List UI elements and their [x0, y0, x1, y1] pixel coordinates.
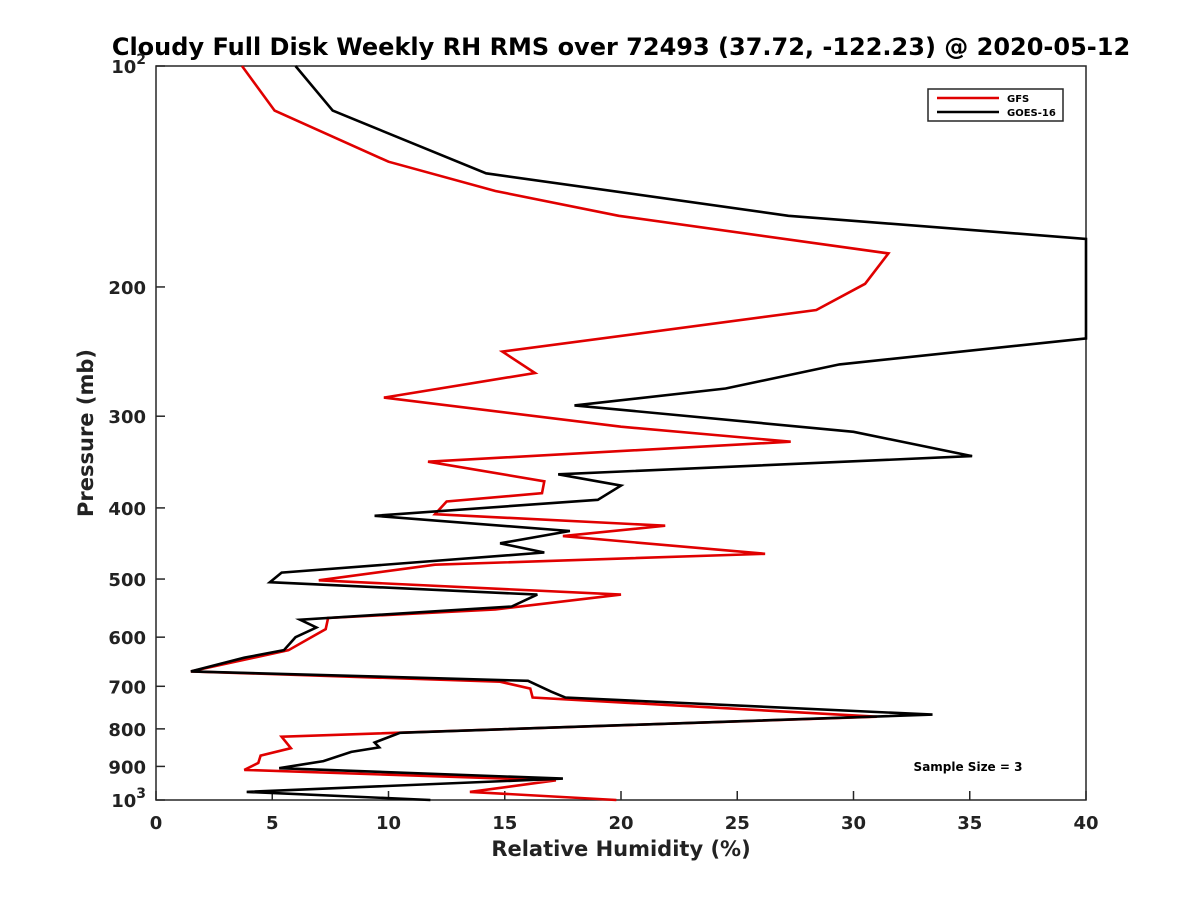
y-axis-label: Pressure (mb) — [74, 349, 98, 517]
y-tick-label: 102 — [111, 52, 146, 78]
y-tick-label: 900 — [108, 757, 146, 778]
legend-entry: GFS — [1007, 94, 1029, 105]
x-tick-label: 30 — [841, 813, 866, 834]
x-tick-label: 40 — [1073, 813, 1098, 834]
x-tick-label: 15 — [492, 813, 517, 834]
plot-area — [155, 65, 1087, 801]
legend-entry: GOES-16 — [1007, 108, 1056, 119]
legend: GFS GOES-16 — [927, 88, 1064, 122]
x-tick-label: 10 — [376, 813, 401, 834]
x-tick-label: 5 — [266, 813, 279, 834]
y-tick-label: 400 — [108, 499, 146, 520]
x-axis-label: Relative Humidity (%) — [491, 837, 750, 861]
sample-size-annotation: Sample Size = 3 — [914, 760, 1023, 774]
series-lines — [190, 65, 1088, 802]
x-tick-label: 20 — [608, 813, 633, 834]
chart-title: Cloudy Full Disk Weekly RH RMS over 7249… — [112, 33, 1130, 61]
series-line-goes-16 — [190, 65, 1088, 802]
y-tick-label: 800 — [108, 720, 146, 741]
legend-box — [927, 88, 1064, 122]
y-tick-label: 500 — [108, 570, 146, 591]
y-axis-ticks: 102 200 300 400 500 600 700 800 900 103 — [108, 52, 165, 812]
x-tick-label: 25 — [725, 813, 750, 834]
y-tick-label: 200 — [108, 278, 146, 299]
y-tick-label: 300 — [108, 407, 146, 428]
series-line-gfs — [190, 65, 891, 802]
y-tick-label: 600 — [108, 628, 146, 649]
x-tick-label: 35 — [957, 813, 982, 834]
y-tick-label: 103 — [111, 786, 146, 812]
x-axis-ticks: 0 5 10 15 20 25 30 35 40 — [150, 791, 1099, 834]
y-tick-label: 700 — [108, 677, 146, 698]
x-tick-label: 0 — [150, 813, 163, 834]
